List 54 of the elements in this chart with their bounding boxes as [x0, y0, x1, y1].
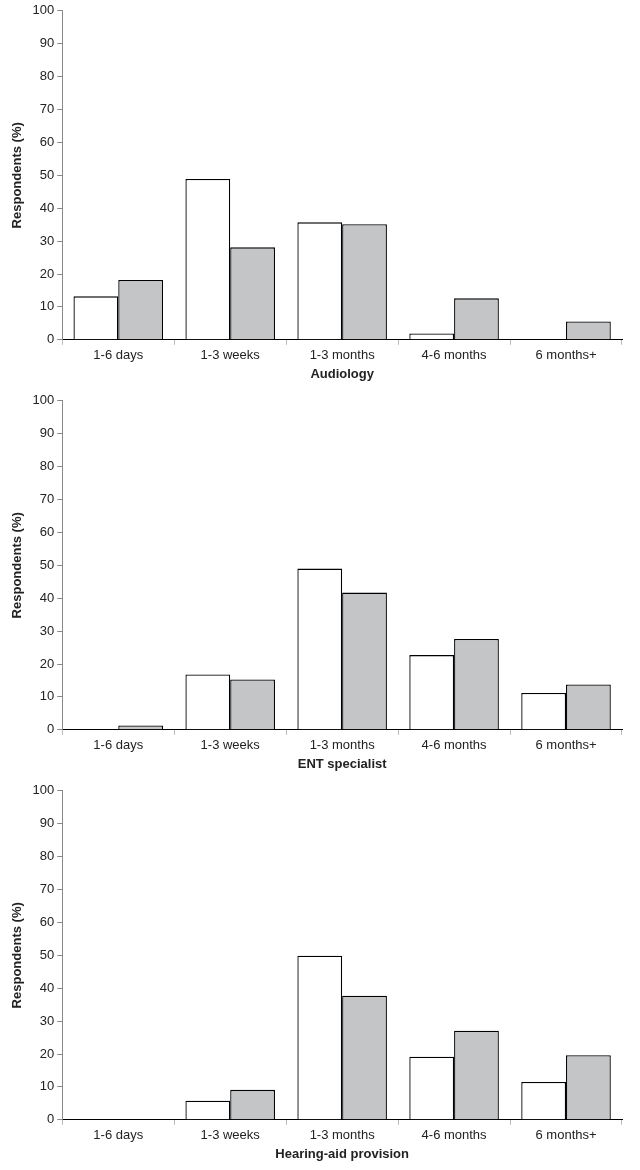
- y-tick-label: 90: [39, 425, 55, 441]
- y-tick-label: 20: [39, 1045, 55, 1061]
- y-tick-label: 40: [39, 199, 55, 215]
- y-tick-label: 70: [39, 881, 55, 897]
- x-tick-label: 1-3 months: [309, 347, 376, 363]
- y-tick-label: 10: [39, 298, 55, 314]
- x-tick-label: 1-6 days: [93, 347, 144, 363]
- x-tick-label: 4-6 months: [421, 347, 488, 363]
- y-axis-title: Respondents (%): [9, 122, 25, 229]
- y-tick-label: 0: [47, 331, 55, 347]
- x-tick-label: 1-3 weeks: [200, 1127, 261, 1143]
- y-tick-label: 0: [47, 721, 55, 737]
- x-tick-label: 6 months+: [535, 347, 597, 363]
- x-axis-title: Audiology: [310, 365, 375, 381]
- y-tick-label: 70: [39, 491, 55, 507]
- y-tick-label: 50: [39, 556, 55, 572]
- y-tick-label: 70: [39, 101, 55, 117]
- x-tick-label: 6 months+: [535, 1127, 597, 1143]
- x-tick-label: 1-3 weeks: [200, 737, 261, 753]
- y-tick-label: 80: [39, 848, 55, 864]
- x-axis-title: Hearing-aid provision: [275, 1145, 410, 1161]
- y-tick-label: 100: [32, 782, 55, 798]
- y-tick-label: 80: [39, 458, 55, 474]
- y-tick-label: 20: [39, 265, 55, 281]
- y-tick-label: 80: [39, 68, 55, 84]
- y-tick-label: 10: [39, 688, 55, 704]
- x-tick-label: 1-6 days: [93, 737, 144, 753]
- y-axis-title: Respondents (%): [9, 902, 25, 1009]
- y-tick-label: 100: [32, 2, 55, 18]
- x-tick-label: 4-6 months: [421, 737, 488, 753]
- y-tick-label: 30: [39, 622, 55, 638]
- y-tick-label: 60: [39, 523, 55, 539]
- x-tick-label: 4-6 months: [421, 1127, 488, 1143]
- x-tick-label: 6 months+: [535, 737, 597, 753]
- y-axis-title: Respondents (%): [9, 512, 25, 619]
- y-tick-label: 60: [39, 133, 55, 149]
- y-tick-label: 20: [39, 655, 55, 671]
- x-tick-label: 1-6 days: [93, 1127, 144, 1143]
- x-tick-label: 1-3 months: [309, 737, 376, 753]
- y-tick-label: 50: [39, 946, 55, 962]
- y-tick-label: 10: [39, 1078, 55, 1094]
- x-tick-label: 1-3 weeks: [200, 347, 261, 363]
- y-tick-label: 90: [39, 815, 55, 831]
- x-axis-title: ENT specialist: [297, 755, 388, 771]
- y-tick-label: 90: [39, 35, 55, 51]
- y-tick-label: 30: [39, 232, 55, 248]
- y-tick-label: 0: [47, 1111, 55, 1127]
- y-tick-label: 60: [39, 913, 55, 929]
- y-tick-label: 40: [39, 979, 55, 995]
- y-tick-label: 50: [39, 166, 55, 182]
- y-tick-label: 40: [39, 589, 55, 605]
- y-tick-label: 100: [32, 392, 55, 408]
- x-tick-label: 1-3 months: [309, 1127, 376, 1143]
- y-tick-label: 30: [39, 1012, 55, 1028]
